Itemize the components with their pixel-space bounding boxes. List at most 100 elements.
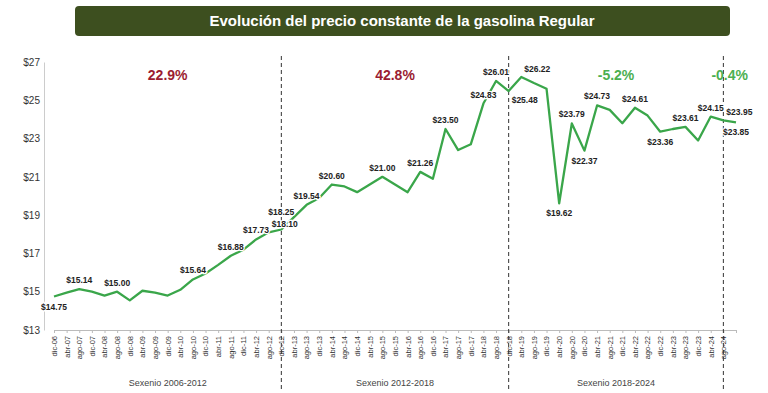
x-tick: dic-11	[239, 330, 248, 356]
x-tick-label: abr-21	[593, 336, 602, 358]
data-label: $17.73	[243, 225, 269, 235]
x-tick: ago-15	[378, 330, 387, 359]
y-tick: $21	[23, 172, 44, 183]
x-tick-label: abr-07	[63, 336, 72, 358]
plot-area	[54, 77, 736, 300]
x-tick: ago-12	[265, 330, 274, 359]
data-label: $16.88	[218, 242, 244, 252]
x-tick-label: ago-17	[454, 336, 463, 359]
x-tick-label: ago-13	[302, 336, 311, 359]
data-labels: $14.75$15.14$15.00$15.64$16.88$17.73$18.…	[41, 64, 753, 312]
x-tick: dic-08	[126, 330, 135, 356]
x-tick-label: ago-21	[606, 336, 615, 359]
x-tick-label: dic-07	[88, 336, 97, 356]
x-tick-mark	[597, 330, 598, 333]
x-tick-label: ago-07	[75, 336, 84, 359]
x-tick-label: ago-14	[340, 336, 349, 359]
x-tick-label: dic-19	[542, 336, 551, 356]
x-tick-mark	[408, 330, 409, 333]
x-tick-mark	[117, 330, 118, 333]
x-tick-mark	[269, 330, 270, 333]
data-label: $14.75	[41, 302, 67, 312]
x-tick-mark	[736, 330, 737, 333]
x-tick-label: abr-24	[707, 336, 716, 358]
x-tick-mark	[193, 330, 194, 333]
y-tick-label: $19	[23, 210, 40, 221]
x-tick-mark	[660, 330, 661, 333]
x-tick-mark	[168, 330, 169, 333]
y-tick: $19	[23, 210, 44, 221]
x-tick-label: dic-17	[467, 336, 476, 356]
data-label: $26.01	[483, 67, 509, 77]
x-tick: abr-17	[441, 330, 450, 358]
x-tick: dic-10	[201, 330, 210, 356]
data-label: $22.37	[571, 156, 597, 166]
x-tick: dic-17	[467, 330, 476, 356]
dividers	[281, 56, 723, 390]
x-tick-label: ago-19	[530, 336, 539, 359]
x-tick: ago-19	[530, 330, 539, 359]
x-tick: dic-06	[50, 330, 59, 356]
data-label: $24.15	[698, 103, 724, 113]
x-tick: abr-07	[63, 330, 72, 358]
x-tick-mark	[521, 330, 522, 333]
data-label: $23.85	[723, 127, 749, 137]
x-tick-mark	[458, 330, 459, 333]
data-label: $18.10	[272, 219, 298, 229]
y-tick: $23	[23, 133, 44, 144]
x-tick-label: abr-14	[328, 336, 337, 358]
x-tick-mark	[711, 330, 712, 333]
x-tick-label: abr-08	[100, 336, 109, 358]
period-change: -5.2%	[598, 67, 635, 83]
x-tick-mark	[243, 330, 244, 333]
x-tick-mark	[471, 330, 472, 333]
x-tick-label: abr-10	[176, 336, 185, 358]
x-tick: ago-14	[340, 330, 349, 359]
x-tick-mark	[307, 330, 308, 333]
x-tick-label: abr-22	[631, 336, 640, 358]
data-label: $25.48	[512, 95, 538, 105]
x-tick-label: abr-19	[517, 336, 526, 358]
x-tick-label: abr-12	[252, 336, 261, 358]
x-tick-label: abr-15	[366, 336, 375, 358]
data-label: $19.62	[546, 208, 572, 218]
data-label: $20.60	[319, 171, 345, 181]
x-tick-label: abr-20	[555, 336, 564, 358]
x-tick-mark	[446, 330, 447, 333]
y-tick-label: $13	[23, 325, 40, 336]
x-tick-mark	[67, 330, 68, 333]
data-label: $15.64	[180, 265, 206, 275]
x-tick-mark	[294, 330, 295, 333]
x-tick-label: ago-08	[113, 336, 122, 359]
x-tick: ago-08	[113, 330, 122, 359]
x-tick-mark	[635, 330, 636, 333]
x-tick: abr-20	[555, 330, 564, 358]
x-axis-line	[55, 331, 737, 334]
x-tick: ago-17	[454, 330, 463, 359]
x-tick-mark	[180, 330, 181, 333]
y-tick: $17	[23, 248, 44, 259]
sexenio-label: Sexenio 2018-2024	[577, 378, 655, 388]
x-tick-label: ago-15	[378, 336, 387, 359]
x-tick-mark	[218, 330, 219, 333]
x-tick-label: abr-11	[214, 336, 223, 357]
x-tick-label: abr-13	[290, 336, 299, 358]
x-tick-mark	[483, 330, 484, 333]
x-tick-label: ago-22	[643, 336, 652, 359]
period-change: 22.9%	[148, 67, 188, 83]
data-label: $21.26	[407, 158, 433, 168]
x-tick-mark	[357, 330, 358, 333]
x-tick-label: ago-10	[189, 336, 198, 359]
x-tick-label: dic-08	[126, 336, 135, 356]
x-tick-label: abr-18	[479, 336, 488, 358]
period-change: 42.8%	[375, 67, 415, 83]
x-tick: dic-14	[353, 330, 362, 356]
x-tick: ago-23	[681, 330, 690, 359]
title: Evolución del precio constante de la gas…	[209, 12, 594, 29]
data-label: $23.95	[726, 107, 752, 117]
data-label: $18.25	[268, 207, 294, 217]
x-tick: ago-21	[606, 330, 615, 359]
x-tick-label: dic-11	[239, 336, 248, 356]
x-tick-mark	[559, 330, 560, 333]
y-tick-label: $27	[23, 57, 40, 68]
